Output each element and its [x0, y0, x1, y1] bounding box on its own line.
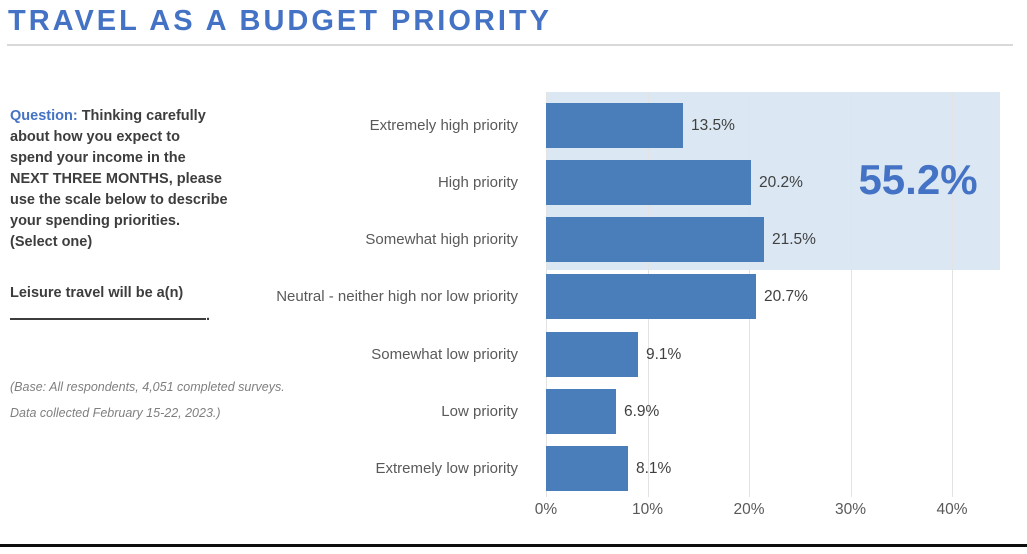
chart-bar — [546, 332, 638, 377]
x-axis-tick-label: 10% — [631, 501, 664, 518]
fill-in-blank-line — [10, 305, 206, 320]
category-label: Extremely low priority — [375, 460, 518, 477]
chart-bar — [546, 160, 751, 205]
page-title: TRAVEL AS A BUDGET PRIORITY — [8, 5, 552, 37]
value-label: 9.1% — [646, 346, 682, 363]
gridline — [850, 92, 852, 497]
bottom-border — [0, 544, 1027, 547]
question-text: Thinking carefully about how you expect … — [10, 108, 228, 250]
category-label: Low priority — [441, 403, 518, 420]
value-label: 21.5% — [772, 231, 816, 248]
value-label: 6.9% — [624, 403, 660, 420]
highlight-total-label: 55.2% — [858, 156, 978, 203]
chart-bar — [546, 274, 756, 319]
category-label: Somewhat low priority — [371, 346, 518, 363]
chart-bar — [546, 446, 628, 491]
value-label: 20.2% — [759, 174, 803, 191]
question-block: Question: Thinking carefully about how y… — [10, 106, 350, 253]
question-label: Question: — [10, 108, 78, 124]
fill-in-period: . — [206, 308, 211, 324]
x-axis-tick-label: 30% — [834, 501, 867, 518]
x-axis-tick-label: 20% — [733, 501, 765, 518]
x-axis-tick-label: 40% — [936, 501, 968, 518]
category-label: High priority — [437, 174, 518, 191]
chart-bar — [546, 217, 764, 262]
title-underline — [7, 44, 1013, 46]
value-label: 13.5% — [691, 117, 735, 134]
category-label: Extremely high priority — [369, 117, 518, 134]
value-label: 20.7% — [764, 288, 808, 305]
value-label: 8.1% — [636, 460, 672, 477]
gridline — [952, 92, 953, 497]
chart-bar — [546, 389, 616, 434]
fill-in-text: Leisure travel will be a(n) — [10, 285, 184, 301]
category-label: Somewhat high priority — [365, 231, 518, 248]
fill-in-sentence: Leisure travel will be a(n) . — [10, 282, 350, 328]
x-axis-tick-label: 0% — [534, 501, 558, 518]
base-note: (Base: All respondents, 4,051 completed … — [10, 380, 285, 420]
chart-bar — [546, 103, 683, 148]
category-label: Neutral - neither high nor low priority — [276, 288, 518, 305]
